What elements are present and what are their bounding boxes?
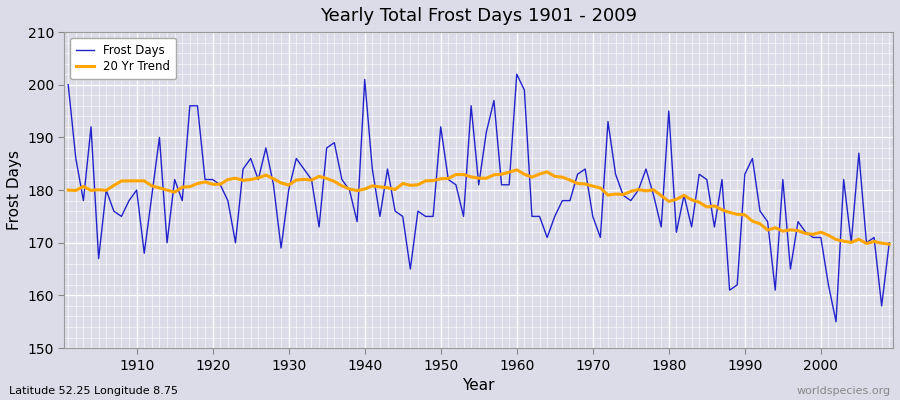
20 Yr Trend [504, 170, 515, 174]
Frost Days [123, 198, 134, 203]
Frost Days [63, 82, 74, 87]
Frost Days [884, 240, 895, 245]
20 Yr Trend [884, 242, 895, 246]
20 Yr Trend [123, 178, 134, 183]
20 Yr Trend [610, 192, 621, 196]
X-axis label: Year: Year [463, 378, 495, 393]
Frost Days [337, 177, 347, 182]
Legend: Frost Days, 20 Yr Trend: Frost Days, 20 Yr Trend [70, 38, 176, 79]
20 Yr Trend [63, 188, 74, 192]
Frost Days [519, 88, 530, 92]
Frost Days [610, 172, 621, 177]
Y-axis label: Frost Days: Frost Days [7, 150, 22, 230]
Text: worldspecies.org: worldspecies.org [796, 386, 891, 396]
20 Yr Trend [337, 184, 347, 188]
Frost Days [291, 156, 302, 161]
20 Yr Trend [511, 167, 522, 172]
20 Yr Trend [291, 178, 302, 182]
Frost Days [504, 182, 515, 187]
Text: Latitude 52.25 Longitude 8.75: Latitude 52.25 Longitude 8.75 [9, 386, 178, 396]
Title: Yearly Total Frost Days 1901 - 2009: Yearly Total Frost Days 1901 - 2009 [320, 7, 637, 25]
Frost Days [511, 72, 522, 76]
Line: Frost Days: Frost Days [68, 74, 889, 322]
20 Yr Trend [519, 172, 530, 177]
Frost Days [831, 319, 842, 324]
Line: 20 Yr Trend: 20 Yr Trend [68, 170, 889, 244]
